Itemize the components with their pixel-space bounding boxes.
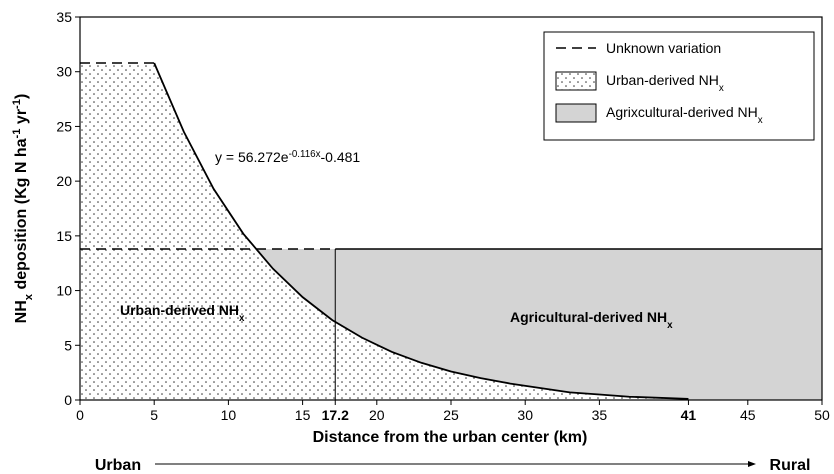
arrow-head bbox=[748, 461, 756, 467]
curve bbox=[153, 62, 689, 400]
y-axis-title-part: ) bbox=[13, 94, 30, 99]
y-axis-title-part: -1 bbox=[11, 129, 23, 139]
agri-annotation-part: Agricultural-derived NH bbox=[510, 309, 667, 325]
y-axis-title-part: yr bbox=[13, 109, 30, 129]
x-tick-label: 25 bbox=[443, 407, 459, 423]
legend-swatch bbox=[555, 71, 597, 91]
x-tick-label: 0 bbox=[76, 407, 84, 423]
legend-label-part: Urban-derived NH bbox=[606, 72, 719, 88]
rural-label: Rural bbox=[770, 457, 811, 474]
y-tick-label: 25 bbox=[56, 118, 72, 134]
y-tick-label: 0 bbox=[64, 392, 72, 408]
urban-annotation-part: Urban-derived NH bbox=[120, 302, 239, 318]
y-axis-title-part: x bbox=[23, 293, 35, 300]
urban-annotation-part: x bbox=[239, 313, 245, 324]
y-tick-label: 20 bbox=[56, 173, 72, 189]
legend-label: Urban-derived NHx bbox=[606, 72, 724, 94]
y-axis-title: NHx deposition (Kg N ha-1 yr-1) bbox=[11, 94, 35, 324]
y-tick-label: 35 bbox=[56, 9, 72, 25]
equation-part: -0.116x bbox=[289, 149, 321, 160]
x-tick-label: 35 bbox=[592, 407, 608, 423]
legend-label-part: x bbox=[758, 115, 763, 126]
x-tick-label: 30 bbox=[517, 407, 533, 423]
legend-label-part: Agrixcultural-derived NH bbox=[606, 104, 758, 120]
x-tick-label: 50 bbox=[814, 407, 830, 423]
x-tick-label: 20 bbox=[369, 407, 385, 423]
urban-label: Urban bbox=[95, 457, 141, 474]
legend-label-part: x bbox=[719, 83, 724, 94]
y-tick-label: 10 bbox=[56, 283, 72, 299]
y-tick-label: 5 bbox=[64, 337, 72, 353]
y-axis-title-part: -1 bbox=[11, 99, 23, 109]
equation-part: -0.481 bbox=[321, 149, 361, 165]
y-tick-label: 30 bbox=[56, 64, 72, 80]
legend-label-part: Unknown variation bbox=[606, 40, 721, 56]
legend-label: Unknown variation bbox=[606, 40, 721, 56]
equation-part: y = 56.272e bbox=[215, 149, 289, 165]
x-tick-label: 15 bbox=[295, 407, 311, 423]
x-tick-label: 41 bbox=[681, 407, 697, 423]
agri-annotation-part: x bbox=[667, 320, 673, 331]
equation: y = 56.272e-0.116x-0.481 bbox=[215, 149, 360, 166]
y-tick-label: 15 bbox=[56, 228, 72, 244]
urban-area-dots bbox=[80, 62, 689, 401]
x-tick-label: 5 bbox=[150, 407, 158, 423]
x-axis-title: Distance from the urban center (km) bbox=[313, 429, 588, 446]
legend-label: Agrixcultural-derived NHx bbox=[606, 104, 763, 126]
y-axis-title-part: deposition (Kg N ha bbox=[13, 138, 30, 294]
y-axis-title-part: NH bbox=[13, 300, 30, 323]
x-tick-label: 17.2 bbox=[322, 407, 349, 423]
agri-annotation: Agricultural-derived NHx bbox=[510, 309, 673, 331]
x-tick-label: 10 bbox=[221, 407, 237, 423]
x-tick-label: 45 bbox=[740, 407, 756, 423]
legend-swatch bbox=[555, 103, 597, 123]
urban-annotation: Urban-derived NHx bbox=[120, 302, 245, 324]
